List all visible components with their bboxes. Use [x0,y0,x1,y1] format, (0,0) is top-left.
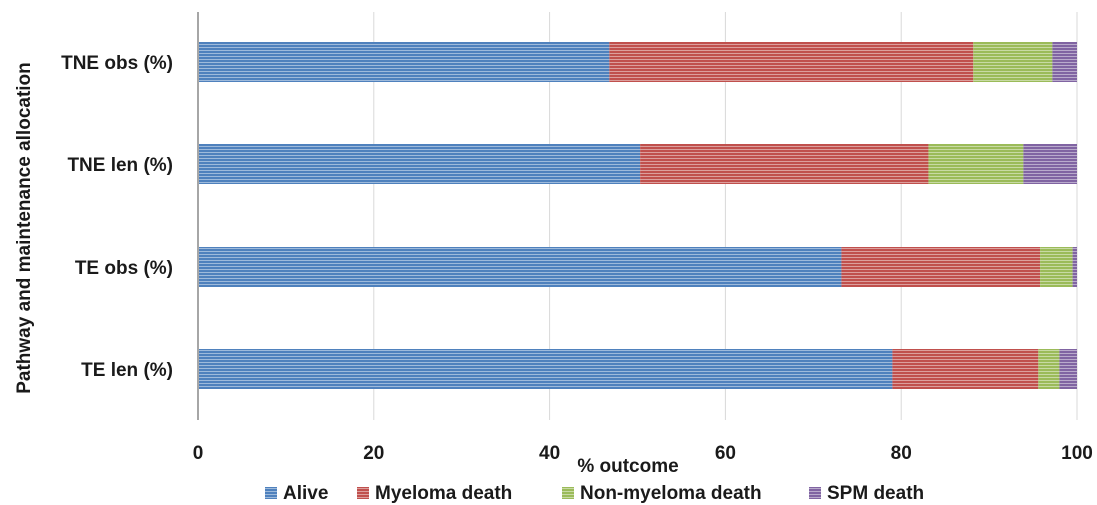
bar-stripes [198,247,842,287]
y-axis-title: Pathway and maintenance allocation [14,62,35,394]
x-tick-label: 20 [363,443,384,464]
legend-swatch-stripes [809,487,821,499]
bar-stripes [1072,247,1077,287]
bar-segment-myeloma-death [640,144,929,184]
bar-segment-non-myeloma-death [1040,247,1073,287]
legend-item: SPM death [809,483,924,504]
legend-item: Alive [265,483,328,504]
x-tick-label: 60 [715,443,736,464]
bar-stripes [928,144,1024,184]
category-labels: TNE obs (%) TNE len (%) TE obs (%) TE len (… [61,53,173,381]
bar-stripes [1052,42,1077,82]
bar-segment-myeloma-death [841,247,1041,287]
legend: Alive Myeloma death Non-myeloma death SPM d… [265,483,924,504]
bar-stripes [1040,247,1073,287]
legend-label: Non-myeloma death [580,483,762,504]
bar-stripes [973,42,1053,82]
bar-stripes [1038,349,1060,389]
bars [198,42,1077,389]
bar-stripes [841,247,1041,287]
bar-segment-spm-death [1072,247,1077,287]
bar-segment-alive [198,349,893,389]
legend-swatch-stripes [357,487,369,499]
legend-item: Non-myeloma death [562,483,762,504]
bar-stripes [198,144,641,184]
legend-swatch-stripes [562,487,574,499]
bar-stripes [640,144,929,184]
bar-segment-myeloma-death [892,349,1039,389]
category-label: TNE len (%) [67,155,173,176]
x-tick-label: 80 [891,443,912,464]
bar-segment-alive [198,42,610,82]
bar-stripes [1059,349,1077,389]
x-tick-labels: 0 20 40 60 80 100 [193,443,1093,464]
legend-swatch-stripes [265,487,277,499]
bar-stripes [892,349,1039,389]
legend-item: Myeloma death [357,483,512,504]
bar-segment-spm-death [1023,144,1077,184]
legend-label: SPM death [827,483,924,504]
bar-stripes [198,349,893,389]
bar-segment-myeloma-death [609,42,974,82]
x-tick-label: 40 [539,443,560,464]
category-label: TE len (%) [81,360,173,381]
bar-segment-non-myeloma-death [928,144,1024,184]
bar-stripes [609,42,974,82]
legend-label: Myeloma death [375,483,512,504]
x-axis-title: % outcome [577,456,678,477]
category-label: TE obs (%) [75,258,173,279]
bar-stripes [198,42,610,82]
bar-segment-spm-death [1059,349,1077,389]
bar-segment-non-myeloma-death [1038,349,1060,389]
x-tick-label: 100 [1061,443,1093,464]
bar-stripes [1023,144,1077,184]
bar-segment-spm-death [1052,42,1077,82]
bar-segment-non-myeloma-death [973,42,1053,82]
legend-label: Alive [283,483,328,504]
x-tick-label: 0 [193,443,204,464]
category-label: TNE obs (%) [61,53,173,74]
bar-segment-alive [198,247,842,287]
bar-segment-alive [198,144,641,184]
